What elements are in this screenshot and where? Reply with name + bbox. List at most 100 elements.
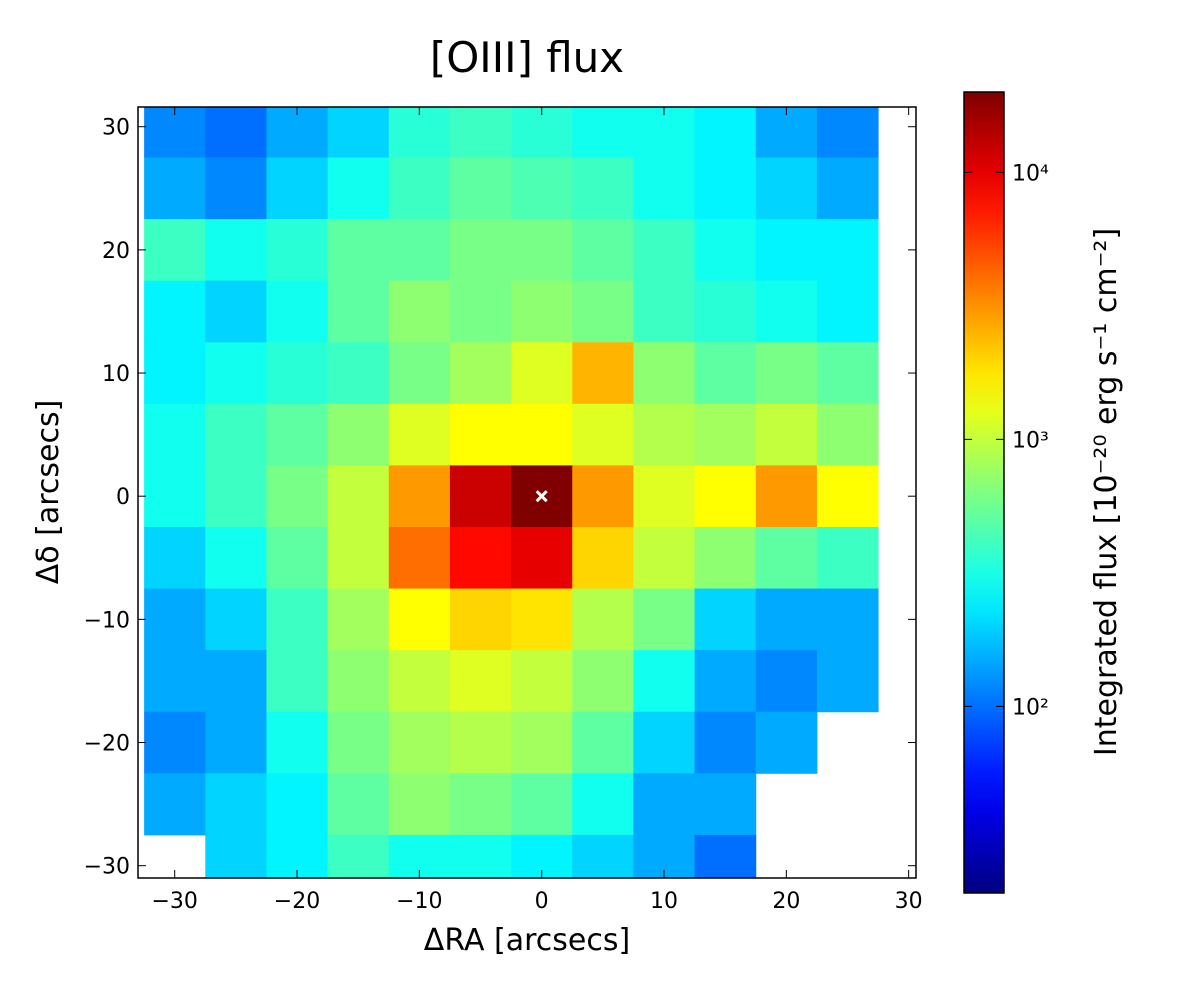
plot-frame bbox=[137, 106, 917, 879]
heatmap-cell bbox=[816, 107, 879, 158]
heatmap-cell bbox=[388, 280, 451, 343]
heatmap-cell bbox=[694, 342, 757, 405]
heatmap-cell bbox=[327, 219, 390, 282]
heatmap-cell bbox=[327, 588, 390, 651]
heatmap-cell bbox=[266, 465, 329, 528]
x-tick-label: 0 bbox=[535, 889, 549, 914]
colorbar-tick-label: 10² bbox=[1012, 695, 1049, 720]
heatmap-cell bbox=[388, 107, 451, 158]
heatmap-cell bbox=[144, 773, 206, 836]
heatmap-cell bbox=[511, 834, 573, 878]
heatmap-cell bbox=[449, 526, 512, 590]
heatmap-cell bbox=[449, 403, 512, 466]
heatmap-cell bbox=[511, 342, 573, 405]
heatmap-cell bbox=[816, 588, 879, 651]
heatmap-cell bbox=[755, 465, 818, 528]
heatmap-cell bbox=[327, 403, 390, 466]
heatmap-cell bbox=[694, 773, 757, 836]
heatmap-cell bbox=[572, 342, 634, 405]
y-tick-label: −10 bbox=[84, 608, 130, 633]
heatmap-cell bbox=[144, 157, 206, 220]
heatmap-cell bbox=[449, 107, 512, 158]
heatmap-cell bbox=[633, 526, 696, 590]
heatmap-cell bbox=[572, 526, 634, 590]
heatmap-cell bbox=[266, 650, 329, 713]
heatmap-cell bbox=[266, 219, 329, 282]
heatmap-cell bbox=[755, 711, 818, 774]
y-axis-label: Δδ [arcsecs] bbox=[31, 400, 66, 585]
heatmap-cell bbox=[694, 711, 757, 774]
heatmap-cell bbox=[327, 834, 390, 878]
heatmap-cell bbox=[327, 711, 390, 774]
heatmap-cell bbox=[266, 403, 329, 466]
x-tick-label: −10 bbox=[396, 889, 442, 914]
colorbar-label: Integrated flux [10⁻²⁰ erg s⁻¹ cm⁻²] bbox=[1089, 228, 1124, 756]
heatmap-cell bbox=[572, 711, 634, 774]
heatmap-cell bbox=[633, 157, 696, 220]
heatmap-cell bbox=[816, 219, 879, 282]
y-tick-label: 20 bbox=[102, 239, 130, 264]
heatmap-cell bbox=[144, 107, 206, 158]
heatmap-cell bbox=[205, 711, 267, 774]
heatmap-cell bbox=[266, 834, 329, 878]
heatmap-cell bbox=[388, 588, 451, 651]
heatmap-cell bbox=[633, 650, 696, 713]
heatmap-cell bbox=[449, 588, 512, 651]
heatmap-cell bbox=[449, 773, 512, 836]
heatmap-cell bbox=[144, 280, 206, 343]
heatmap-cell bbox=[694, 219, 757, 282]
heatmap-cell bbox=[449, 711, 512, 774]
heatmap-cell bbox=[144, 588, 206, 651]
heatmap-cell bbox=[388, 219, 451, 282]
heatmap-cell bbox=[144, 403, 206, 466]
heatmap-cell bbox=[388, 342, 451, 405]
heatmap-cell bbox=[755, 342, 818, 405]
heatmap-cell bbox=[511, 157, 573, 220]
heatmap-cell bbox=[633, 834, 696, 878]
heatmap-cell bbox=[694, 465, 757, 528]
heatmap-cell bbox=[633, 219, 696, 282]
heatmap-cell bbox=[327, 650, 390, 713]
heatmap-cell bbox=[694, 107, 757, 158]
center-marker bbox=[535, 490, 548, 503]
heatmap-cell bbox=[144, 219, 206, 282]
heatmap-cell bbox=[755, 403, 818, 466]
heatmap-cell bbox=[144, 711, 206, 774]
heatmap-cell bbox=[572, 107, 634, 158]
heatmap-cell bbox=[572, 157, 634, 220]
heatmap-cell bbox=[572, 465, 634, 528]
y-tick-label: 30 bbox=[102, 116, 130, 141]
heatmap-cell bbox=[205, 342, 267, 405]
heatmap-cell bbox=[449, 465, 512, 528]
y-tick-label: −30 bbox=[84, 855, 130, 880]
colorbar-tick-label: 10⁴ bbox=[1012, 161, 1049, 186]
heatmap-cell bbox=[266, 157, 329, 220]
heatmap-cell bbox=[755, 107, 818, 158]
heatmap-cell bbox=[327, 280, 390, 343]
heatmap-cell bbox=[266, 711, 329, 774]
heatmap-cell bbox=[449, 280, 512, 343]
heatmap-cell bbox=[755, 526, 818, 590]
heatmap-cell bbox=[449, 157, 512, 220]
x-axis-label: ΔRA [arcsecs] bbox=[424, 923, 630, 958]
heatmap-cell bbox=[694, 650, 757, 713]
heatmap-cell bbox=[816, 526, 879, 590]
heatmap-cell bbox=[388, 834, 451, 878]
heatmap-cell bbox=[205, 526, 267, 590]
heatmap-cell bbox=[205, 280, 267, 343]
heatmap-cell bbox=[572, 834, 634, 878]
colorbar-tick-label: 10³ bbox=[1012, 428, 1049, 453]
heatmap-cell bbox=[511, 403, 573, 466]
heatmap-cell bbox=[327, 465, 390, 528]
heatmap-cell bbox=[694, 157, 757, 220]
heatmap-cell bbox=[205, 403, 267, 466]
heatmap-cell bbox=[816, 157, 879, 220]
heatmap-cell bbox=[144, 465, 206, 528]
heatmap-cell bbox=[266, 773, 329, 836]
heatmap-cell bbox=[511, 526, 573, 590]
x-tick-label: −20 bbox=[274, 889, 320, 914]
x-tick-label: 20 bbox=[772, 889, 800, 914]
y-tick-label: 0 bbox=[116, 485, 130, 510]
heatmap-cell bbox=[755, 280, 818, 343]
